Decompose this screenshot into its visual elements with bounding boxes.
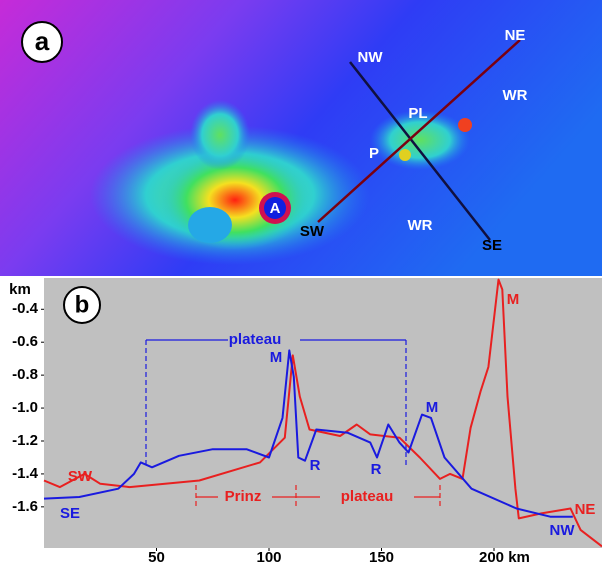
- map-label: PL: [408, 105, 427, 122]
- map-label: A: [270, 200, 281, 217]
- y-tick-label: -0.4: [12, 300, 39, 317]
- annotation: NW: [550, 522, 576, 539]
- annotation: plateau: [341, 488, 394, 505]
- y-tick-label: -0.6: [12, 333, 38, 350]
- annotation: R: [310, 457, 321, 474]
- annotation: SW: [68, 468, 93, 485]
- annotation: NE: [575, 501, 596, 518]
- map-label: WR: [408, 217, 433, 234]
- annotation: SE: [60, 505, 80, 522]
- map-label: SW: [300, 223, 325, 240]
- map-label: NW: [358, 49, 384, 66]
- annotation: M: [507, 291, 520, 308]
- x-tick-label: 50: [148, 549, 165, 565]
- annotation: plateau: [229, 331, 282, 348]
- y-tick-label: -1.0: [12, 399, 38, 416]
- y-tick-label: -1.4: [12, 465, 39, 482]
- annotation: R: [371, 461, 382, 478]
- y-unit-label: km: [9, 281, 31, 298]
- y-tick-label: -0.8: [12, 366, 38, 383]
- annotation: M: [426, 399, 439, 416]
- annotation: Prinz: [225, 488, 262, 505]
- map-label: SE: [482, 237, 502, 254]
- y-tick-label: -1.6: [12, 498, 38, 515]
- map-label: WR: [503, 87, 528, 104]
- map-label: P: [369, 145, 379, 162]
- figure: a b km NW NE SW SE PL P WR WR A -0.4 -0.6 -0.8 -1.0 -…: [0, 0, 602, 565]
- x-tick-label: 150: [369, 549, 394, 565]
- x-tick-label: 100: [256, 549, 281, 565]
- map-label: NE: [505, 27, 526, 44]
- x-tick-label: 200 km: [479, 549, 530, 565]
- panel-label: a: [35, 26, 50, 56]
- panel-label: b: [75, 291, 90, 318]
- y-tick-label: -1.2: [12, 432, 38, 449]
- annotation: M: [270, 349, 283, 366]
